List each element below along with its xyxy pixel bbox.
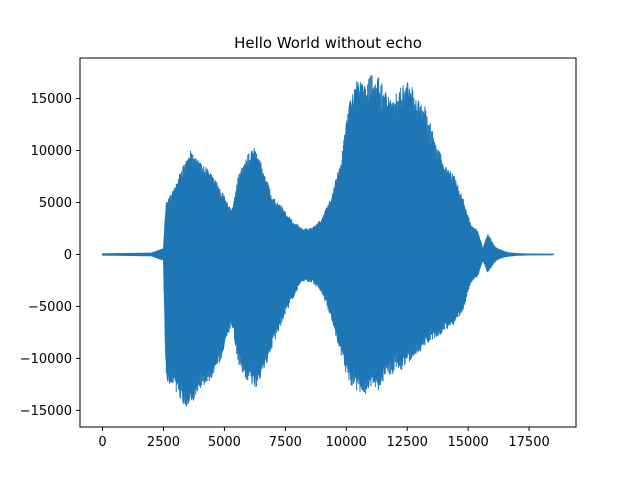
y-tick-label: −15000 — [20, 404, 72, 419]
x-tick-label: 15000 — [447, 435, 488, 450]
y-tick-label: −5000 — [28, 300, 72, 315]
x-tick-label: 0 — [98, 435, 106, 450]
x-tick-label: 17500 — [508, 435, 549, 450]
ticks-layer: 0 2500 5000 7500 10000 12500 15000 17500 −15000 −… — [20, 92, 550, 450]
x-tick-label: 5000 — [208, 435, 241, 450]
y-tick-label: 0 — [64, 248, 72, 263]
y-tick-label: 10000 — [31, 144, 72, 159]
series-layer — [102, 75, 554, 408]
x-tick-label: 2500 — [147, 435, 180, 450]
x-tick-label: 7500 — [269, 435, 302, 450]
y-tick-label: 5000 — [39, 196, 72, 211]
plot-frame — [79, 57, 577, 428]
x-tick-label: 12500 — [387, 435, 428, 450]
chart-title: Hello World without echo — [234, 34, 422, 52]
y-tick-label: −10000 — [20, 352, 72, 367]
y-tick-label: 15000 — [31, 92, 72, 107]
x-tick-label: 10000 — [326, 435, 367, 450]
